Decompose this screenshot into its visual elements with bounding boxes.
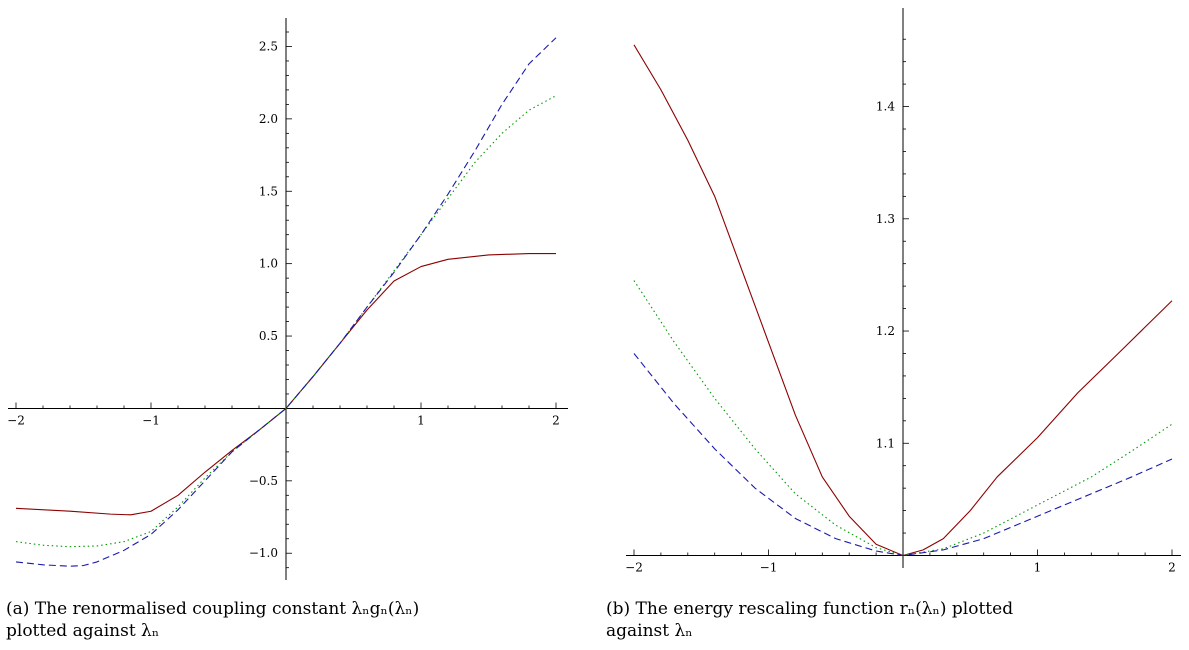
chart-b-y-tick-label: 1.2 <box>876 324 895 338</box>
chart-panel-a: −2 −1 1 2 −1.0 −0.5 0.5 1.0 1.5 2.0 2.5 (a) The re… <box>0 0 580 650</box>
chart-a-x-tick-label: −2 <box>7 413 25 427</box>
chart-a-y-tick-label: 2.5 <box>259 39 278 53</box>
caption-a-line1: (a) The renormalised coupling constant λ… <box>6 599 420 619</box>
caption-a: (a) The renormalised coupling constant λ… <box>6 598 572 642</box>
chart-a-y-tick-label: 1.5 <box>259 184 278 198</box>
chart-b-x-tick-label: 2 <box>1168 561 1176 575</box>
chart-b-series-dotted-line <box>633 280 1173 557</box>
chart-b-x-tick-label: −2 <box>625 561 643 575</box>
chart-b-svg: −2 −1 1 2 1.1 1.2 1.3 1.4 <box>625 8 1181 575</box>
chart-a-y-tick-label: −1.0 <box>249 546 278 560</box>
caption-b-line1: (b) The energy rescaling function rₙ(λₙ)… <box>606 599 1014 619</box>
chart-a-x-tick-label: −1 <box>142 413 160 427</box>
chart-b-series-dashed-line <box>633 353 1173 557</box>
chart-a-y-tick-label: 0.5 <box>259 329 278 343</box>
chart-b-x-tick-label: 1 <box>1034 561 1042 575</box>
chart-a-x-tick-label: 1 <box>417 413 425 427</box>
caption-a-line2: plotted against λₙ <box>6 621 160 641</box>
chart-a-y-tick-label: −0.5 <box>249 474 278 488</box>
chart-a-x-tick-label: 2 <box>552 413 560 427</box>
caption-b-line2: against λₙ <box>606 621 693 641</box>
caption-b: (b) The energy rescaling function rₙ(λₙ)… <box>606 598 1179 642</box>
chart-a-series-dotted-line <box>15 95 557 548</box>
chart-a-y-tick-label: 1.0 <box>259 257 278 271</box>
chart-b-x-tick-label: −1 <box>760 561 778 575</box>
chart-b-series-solid-line <box>633 44 1173 557</box>
chart-b-y-tick-label: 1.4 <box>876 100 895 114</box>
chart-panel-b: −2 −1 1 2 1.1 1.2 1.3 1.4 (b) The energy rescal… <box>596 0 1189 650</box>
chart-a-y-tick-label: 2.0 <box>259 112 278 126</box>
chart-b-y-tick-label: 1.1 <box>876 436 895 450</box>
chart-a-svg: −2 −1 1 2 −1.0 −0.5 0.5 1.0 1.5 2.0 2.5 <box>7 18 568 580</box>
chart-b-y-tick-label: 1.3 <box>876 212 895 226</box>
chart-a-series-dashed-line <box>15 37 557 567</box>
